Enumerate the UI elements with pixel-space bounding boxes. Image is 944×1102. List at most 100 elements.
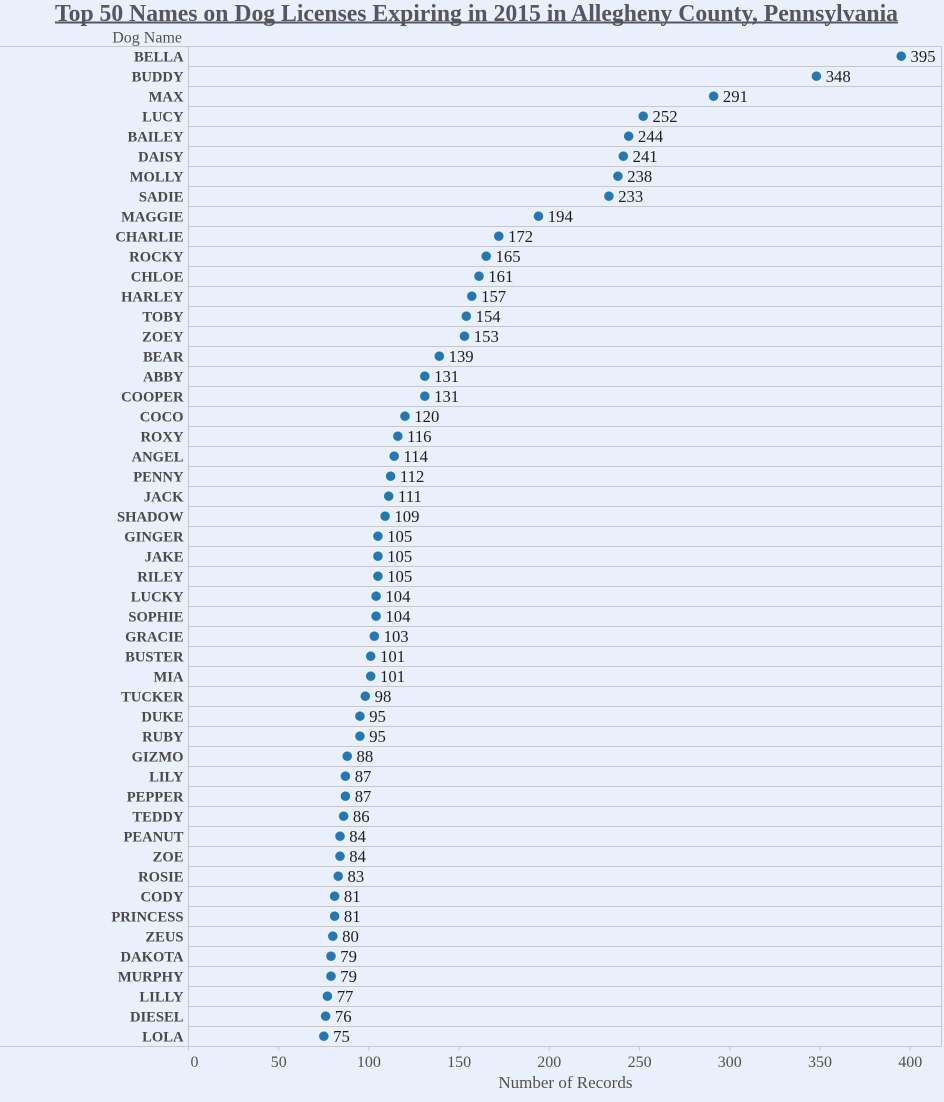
svg-text:ZOEY: ZOEY: [142, 329, 184, 345]
svg-text:LILLY: LILLY: [139, 989, 184, 1005]
svg-text:CHARLIE: CHARLIE: [115, 229, 183, 245]
svg-text:Dog Name: Dog Name: [112, 30, 182, 47]
svg-text:SOPHIE: SOPHIE: [128, 609, 183, 625]
svg-text:81: 81: [344, 887, 361, 906]
svg-text:GIZMO: GIZMO: [132, 749, 184, 765]
svg-text:200: 200: [537, 1054, 561, 1071]
svg-text:76: 76: [335, 1007, 352, 1026]
svg-text:JAKE: JAKE: [145, 549, 184, 565]
svg-text:75: 75: [333, 1027, 350, 1046]
svg-text:233: 233: [618, 187, 643, 206]
svg-text:PEANUT: PEANUT: [124, 829, 184, 845]
svg-text:100: 100: [357, 1054, 381, 1071]
svg-text:LUCKY: LUCKY: [131, 589, 184, 605]
svg-text:0: 0: [191, 1054, 199, 1071]
svg-text:252: 252: [653, 107, 678, 126]
svg-text:250: 250: [628, 1054, 652, 1071]
svg-text:HARLEY: HARLEY: [121, 289, 184, 305]
svg-text:79: 79: [340, 967, 357, 986]
svg-text:88: 88: [357, 747, 374, 766]
svg-text:291: 291: [723, 87, 748, 106]
svg-text:BUSTER: BUSTER: [125, 649, 184, 665]
svg-text:SHADOW: SHADOW: [117, 509, 184, 525]
svg-text:Number of Records: Number of Records: [498, 1073, 632, 1092]
svg-text:79: 79: [340, 947, 357, 966]
svg-text:139: 139: [449, 347, 474, 366]
svg-text:350: 350: [808, 1054, 832, 1071]
svg-text:LUCY: LUCY: [142, 109, 184, 125]
svg-text:165: 165: [496, 247, 521, 266]
svg-text:LILY: LILY: [149, 769, 184, 785]
svg-text:50: 50: [271, 1054, 287, 1071]
svg-text:86: 86: [353, 807, 370, 826]
svg-text:TOBY: TOBY: [142, 309, 184, 325]
svg-text:111: 111: [398, 487, 422, 506]
svg-text:105: 105: [387, 567, 412, 586]
svg-text:SADIE: SADIE: [139, 189, 184, 205]
svg-text:RILEY: RILEY: [137, 569, 184, 585]
svg-text:MURPHY: MURPHY: [118, 969, 184, 985]
svg-text:120: 120: [414, 407, 439, 426]
svg-text:ROXY: ROXY: [141, 429, 184, 445]
svg-text:103: 103: [384, 627, 409, 646]
svg-text:150: 150: [447, 1054, 471, 1071]
svg-text:238: 238: [627, 167, 652, 186]
svg-text:LOLA: LOLA: [142, 1029, 184, 1045]
svg-text:101: 101: [380, 647, 405, 666]
svg-text:DIESEL: DIESEL: [130, 1009, 184, 1025]
svg-text:PENNY: PENNY: [133, 469, 184, 485]
svg-text:87: 87: [355, 767, 372, 786]
svg-text:ZOE: ZOE: [153, 849, 184, 865]
svg-text:77: 77: [337, 987, 354, 1006]
svg-text:MOLLY: MOLLY: [130, 169, 184, 185]
svg-text:116: 116: [407, 427, 431, 446]
svg-text:95: 95: [369, 707, 386, 726]
svg-text:BELLA: BELLA: [134, 49, 184, 65]
svg-text:JACK: JACK: [144, 489, 184, 505]
svg-text:DUKE: DUKE: [141, 709, 183, 725]
svg-text:172: 172: [508, 227, 533, 246]
svg-text:GRACIE: GRACIE: [125, 629, 183, 645]
svg-text:ROSIE: ROSIE: [138, 869, 183, 885]
svg-text:MIA: MIA: [154, 669, 184, 685]
svg-text:84: 84: [349, 827, 366, 846]
svg-text:BEAR: BEAR: [143, 349, 184, 365]
svg-text:241: 241: [633, 147, 658, 166]
svg-text:ROCKY: ROCKY: [129, 249, 184, 265]
svg-text:ZEUS: ZEUS: [145, 929, 183, 945]
svg-text:400: 400: [898, 1054, 922, 1071]
svg-text:CODY: CODY: [141, 889, 184, 905]
svg-text:154: 154: [476, 307, 502, 326]
svg-text:101: 101: [380, 667, 405, 686]
svg-text:BAILEY: BAILEY: [128, 129, 184, 145]
svg-text:MAX: MAX: [149, 89, 184, 105]
svg-text:COCO: COCO: [140, 409, 184, 425]
svg-text:BUDDY: BUDDY: [132, 69, 184, 85]
svg-text:DAKOTA: DAKOTA: [121, 949, 184, 965]
svg-text:GINGER: GINGER: [124, 529, 184, 545]
svg-text:95: 95: [369, 727, 386, 746]
svg-text:348: 348: [826, 67, 851, 86]
svg-text:105: 105: [387, 547, 412, 566]
svg-text:161: 161: [488, 267, 513, 286]
svg-text:COOPER: COOPER: [121, 389, 184, 405]
svg-text:MAGGIE: MAGGIE: [121, 209, 183, 225]
svg-text:CHLOE: CHLOE: [131, 269, 184, 285]
svg-text:194: 194: [548, 207, 574, 226]
svg-text:104: 104: [385, 607, 411, 626]
svg-text:114: 114: [404, 447, 429, 466]
svg-text:84: 84: [349, 847, 366, 866]
svg-text:244: 244: [638, 127, 664, 146]
svg-text:153: 153: [474, 327, 499, 346]
svg-text:87: 87: [355, 787, 372, 806]
svg-text:80: 80: [342, 927, 359, 946]
svg-text:157: 157: [481, 287, 506, 306]
svg-text:105: 105: [387, 527, 412, 546]
svg-text:109: 109: [394, 507, 419, 526]
svg-text:83: 83: [348, 867, 365, 886]
svg-text:300: 300: [718, 1054, 742, 1071]
svg-text:RUBY: RUBY: [142, 729, 184, 745]
svg-text:PRINCESS: PRINCESS: [111, 909, 183, 925]
svg-text:PEPPER: PEPPER: [127, 789, 184, 805]
svg-text:TEDDY: TEDDY: [132, 809, 184, 825]
